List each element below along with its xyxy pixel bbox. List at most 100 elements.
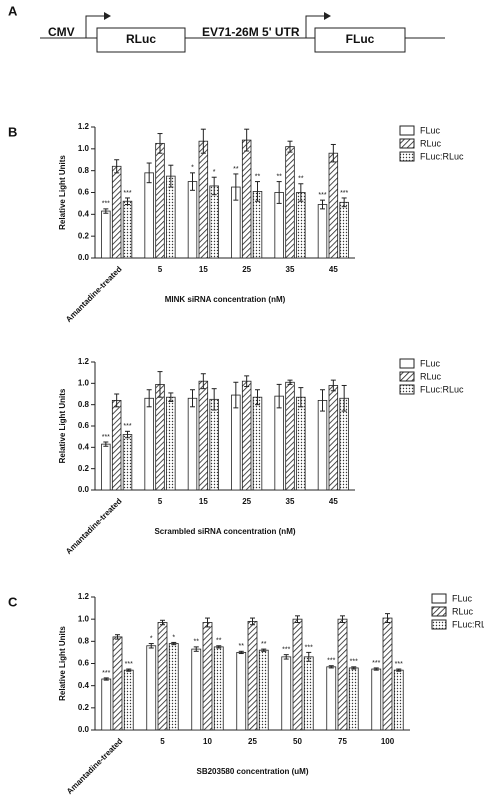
significance: *** bbox=[395, 661, 403, 668]
x-axis-title: MINK siRNA concentration (nM) bbox=[165, 295, 286, 304]
bar bbox=[337, 618, 348, 731]
bar bbox=[231, 394, 241, 491]
bar bbox=[198, 380, 209, 491]
y-tick-label: 1.0 bbox=[78, 378, 90, 387]
bar bbox=[285, 381, 295, 491]
significance: ** bbox=[239, 643, 245, 650]
significance: *** bbox=[123, 190, 131, 197]
bar bbox=[393, 669, 404, 731]
bar bbox=[296, 396, 306, 491]
y-tick-label: 0.4 bbox=[78, 209, 90, 218]
x-tick-label: 5 bbox=[160, 737, 165, 746]
y-tick-label: 1.0 bbox=[78, 614, 90, 623]
bar bbox=[241, 139, 252, 259]
bar bbox=[274, 395, 284, 491]
significance: *** bbox=[305, 644, 313, 651]
bar bbox=[122, 200, 133, 259]
y-tick-label: 1.2 bbox=[78, 592, 90, 601]
construct-diagram: A CMV RLuc EV71-26M 5' UTR FLuc bbox=[8, 3, 445, 53]
panel-label: B bbox=[8, 124, 17, 139]
legend-label: FLuc bbox=[420, 358, 441, 368]
bar bbox=[339, 201, 349, 259]
bar bbox=[144, 172, 154, 259]
legend-swatch bbox=[431, 606, 447, 617]
gene-box bbox=[96, 27, 186, 53]
significance: *** bbox=[102, 201, 110, 208]
y-tick-label: 0.8 bbox=[78, 400, 90, 409]
bar bbox=[198, 140, 209, 259]
bar bbox=[371, 668, 382, 731]
bar bbox=[348, 667, 359, 731]
y-tick-label: 0.8 bbox=[78, 166, 90, 175]
x-tick-label: Amantadine-treated bbox=[64, 264, 124, 324]
bar bbox=[101, 210, 111, 259]
significance: ** bbox=[255, 173, 261, 180]
promoter-label: CMV bbox=[48, 25, 75, 39]
bar bbox=[187, 397, 198, 491]
chart: C 0.0 0.2 0.4 0.6 0.8 1.0 1.2 Relative Light Uni… bbox=[8, 592, 484, 796]
significance: * bbox=[191, 165, 194, 172]
legend-label: FLuc:RLuc bbox=[420, 151, 464, 161]
bar bbox=[328, 385, 339, 491]
utr-label: EV71-26M 5' UTR bbox=[202, 25, 300, 39]
x-tick-label: Amantadine-treated bbox=[65, 736, 125, 796]
bar bbox=[209, 185, 219, 259]
significance: *** bbox=[318, 192, 326, 199]
x-tick-label: 5 bbox=[158, 265, 163, 274]
y-tick-label: 0.6 bbox=[78, 421, 90, 430]
gene-box bbox=[314, 27, 406, 53]
legend-swatch bbox=[399, 371, 415, 382]
y-axis-label: Relative Light Units bbox=[58, 155, 67, 230]
x-tick-label: 100 bbox=[381, 737, 395, 746]
bar bbox=[382, 617, 393, 731]
y-axis-label: Relative Light Units bbox=[58, 626, 67, 701]
x-tick-label: 5 bbox=[158, 497, 163, 506]
legend-label: FLuc bbox=[420, 125, 441, 135]
x-tick-label: 25 bbox=[242, 497, 251, 506]
significance: ** bbox=[233, 166, 239, 173]
significance: ** bbox=[216, 638, 222, 645]
y-tick-label: 1.0 bbox=[78, 144, 90, 153]
bar bbox=[144, 397, 154, 491]
x-tick-label: 45 bbox=[329, 265, 338, 274]
panel-label: C bbox=[8, 594, 18, 609]
bar bbox=[317, 204, 328, 259]
promoter-arrow bbox=[85, 15, 104, 38]
y-tick-label: 0.4 bbox=[78, 442, 90, 451]
bar bbox=[281, 656, 292, 731]
legend-swatch bbox=[399, 384, 415, 395]
bar bbox=[285, 146, 295, 259]
bar bbox=[339, 397, 349, 491]
significance: *** bbox=[340, 190, 348, 197]
y-axis-label: Relative Light Units bbox=[58, 388, 67, 463]
bar bbox=[292, 618, 303, 731]
legend-label: RLuc bbox=[420, 138, 442, 148]
bar bbox=[326, 666, 337, 731]
y-tick-label: 1.2 bbox=[78, 122, 90, 131]
bar bbox=[247, 620, 258, 731]
gene-label: RLuc bbox=[126, 32, 156, 46]
y-tick-label: 0.8 bbox=[78, 636, 90, 645]
bar bbox=[202, 622, 213, 731]
chart: 0.0 0.2 0.4 0.6 0.8 1.0 1.2 Relative Light Unit… bbox=[58, 357, 464, 556]
bar bbox=[303, 656, 314, 731]
bar bbox=[328, 152, 339, 259]
utr-arrow bbox=[305, 15, 324, 38]
y-tick-label: 0.4 bbox=[78, 681, 90, 690]
x-tick-label: 25 bbox=[242, 265, 251, 274]
significance: *** bbox=[327, 658, 335, 665]
significance: ** bbox=[276, 173, 282, 180]
bar bbox=[236, 652, 247, 731]
legend-swatch bbox=[399, 358, 415, 369]
significance: *** bbox=[350, 659, 358, 666]
bar bbox=[166, 175, 176, 259]
bar bbox=[209, 398, 219, 491]
x-axis-title: Scrambled siRNA concentration (nM) bbox=[154, 527, 295, 536]
significance: *** bbox=[372, 660, 380, 667]
significance: *** bbox=[102, 434, 110, 441]
arrow-head bbox=[104, 12, 111, 20]
significance: * bbox=[213, 169, 216, 176]
bar bbox=[146, 645, 157, 731]
legend-swatch bbox=[399, 138, 415, 149]
